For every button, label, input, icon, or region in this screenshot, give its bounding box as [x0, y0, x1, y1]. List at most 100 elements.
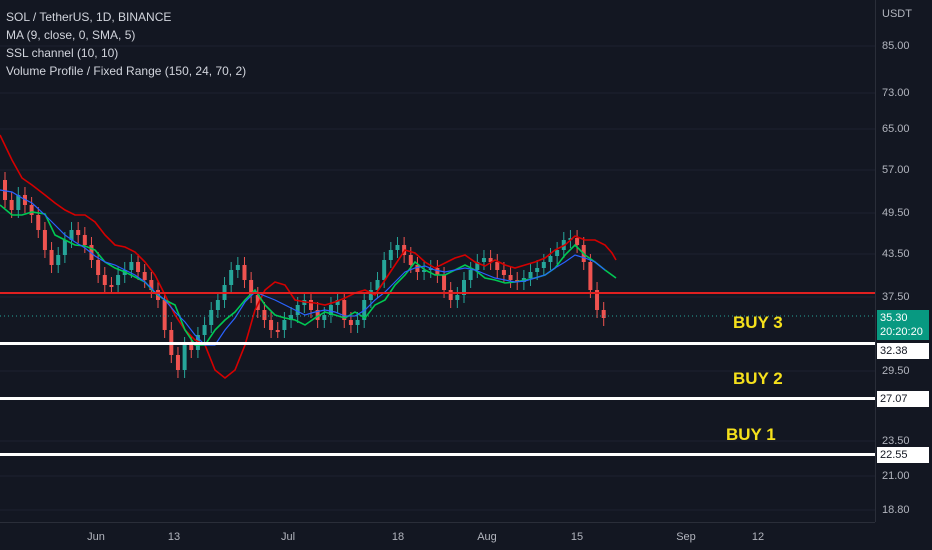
price-tick: 23.50	[882, 435, 910, 447]
legend-ma[interactable]: MA (9, close, 0, SMA, 5)	[6, 28, 136, 42]
candle	[322, 315, 327, 320]
legend-volume-profile[interactable]: Volume Profile / Fixed Range (150, 24, 7…	[6, 64, 247, 78]
candle	[16, 195, 21, 210]
candle	[328, 305, 333, 315]
legend-ssl[interactable]: SSL channel (10, 10)	[6, 46, 119, 60]
resistance-line[interactable]	[0, 292, 875, 294]
candle	[309, 300, 313, 310]
candle	[382, 260, 387, 280]
candle	[368, 290, 373, 300]
candles	[3, 172, 606, 378]
buy-2-line[interactable]	[0, 397, 875, 400]
candle	[96, 260, 101, 275]
candle	[49, 250, 54, 265]
candle	[29, 205, 34, 215]
candle	[481, 258, 486, 262]
candle	[428, 268, 433, 270]
candle	[249, 280, 254, 295]
time-label: 18	[391, 531, 405, 543]
candle	[289, 315, 294, 320]
buy-1-line[interactable]	[0, 453, 875, 456]
candle	[215, 300, 220, 310]
candle	[342, 300, 347, 320]
candle	[255, 295, 260, 310]
candle	[102, 275, 107, 285]
current-price-tag: 35.30 20:20:20	[877, 310, 929, 340]
candle	[588, 262, 593, 290]
candle	[162, 300, 167, 330]
candle	[435, 268, 440, 275]
candle	[422, 270, 427, 272]
time-label: 13	[167, 531, 181, 543]
candle	[528, 272, 533, 278]
chart-area[interactable]: SOL / TetherUS, 1D, BINANCE MA (9, close…	[0, 0, 875, 522]
candle	[129, 262, 134, 270]
candle	[149, 280, 154, 290]
candle	[262, 310, 267, 320]
candle	[295, 305, 300, 315]
time-label: 12	[751, 531, 765, 543]
candle	[388, 250, 393, 260]
candle	[501, 270, 506, 275]
candle	[455, 295, 460, 300]
buy-1-label: BUY 1	[726, 425, 776, 444]
candle	[269, 320, 274, 330]
time-label: Jul	[280, 531, 296, 543]
candle	[56, 255, 61, 265]
price-tick: 49.50	[882, 207, 910, 219]
candle	[242, 265, 247, 280]
candle	[182, 345, 187, 370]
candle	[555, 250, 560, 256]
candle	[462, 280, 466, 295]
candle	[395, 245, 400, 250]
candle	[229, 270, 234, 285]
candle	[62, 240, 67, 255]
candle	[442, 275, 447, 290]
candle	[508, 275, 513, 280]
candle	[468, 270, 473, 280]
candle	[3, 180, 7, 200]
candle	[541, 262, 546, 268]
price-tick: 85.00	[882, 40, 910, 52]
buy-2-label: BUY 2	[733, 369, 783, 388]
candle	[335, 300, 340, 305]
price-axis[interactable]: USDT 85.00 73.00 65.00 57.00 49.50 43.50…	[875, 0, 932, 522]
candle	[415, 265, 420, 272]
candle	[601, 310, 606, 318]
candle	[42, 230, 47, 250]
candle	[475, 262, 480, 270]
candle	[282, 320, 287, 330]
candle	[109, 285, 114, 287]
price-plot	[0, 45, 875, 511]
current-price-value: 35.30	[880, 312, 908, 324]
moving-average-line	[0, 189, 606, 346]
grid	[0, 45, 875, 511]
legend-symbol[interactable]: SOL / TetherUS, 1D, BINANCE	[6, 10, 172, 24]
price-tick: 29.50	[882, 365, 910, 377]
time-label: Aug	[477, 531, 497, 543]
price-tick: 57.00	[882, 164, 910, 176]
candle	[69, 230, 74, 240]
candle	[116, 275, 121, 285]
price-tick: 43.50	[882, 248, 910, 260]
candle	[348, 320, 353, 325]
ssl-channel-line-red	[0, 134, 617, 380]
candle	[535, 268, 540, 272]
bar-countdown: 20:20:20	[880, 326, 923, 338]
candle	[275, 330, 280, 332]
candle	[355, 320, 360, 325]
price-tick: 21.00	[882, 470, 910, 482]
time-label: 15	[570, 531, 584, 543]
candle	[488, 258, 493, 262]
legend: SOL / TetherUS, 1D, BINANCE MA (9, close…	[6, 8, 246, 80]
candle	[315, 310, 320, 320]
candle	[575, 238, 580, 245]
time-axis[interactable]: Jun 13 Jul 18 Aug 15 Sep 12	[0, 522, 875, 550]
buy-1-price-tag: 22.55	[877, 447, 929, 463]
candle	[189, 345, 194, 350]
candle	[568, 238, 573, 240]
candle	[448, 290, 453, 300]
price-tick: 18.80	[882, 504, 910, 516]
buy-3-line[interactable]	[0, 342, 875, 345]
candle	[495, 262, 500, 270]
